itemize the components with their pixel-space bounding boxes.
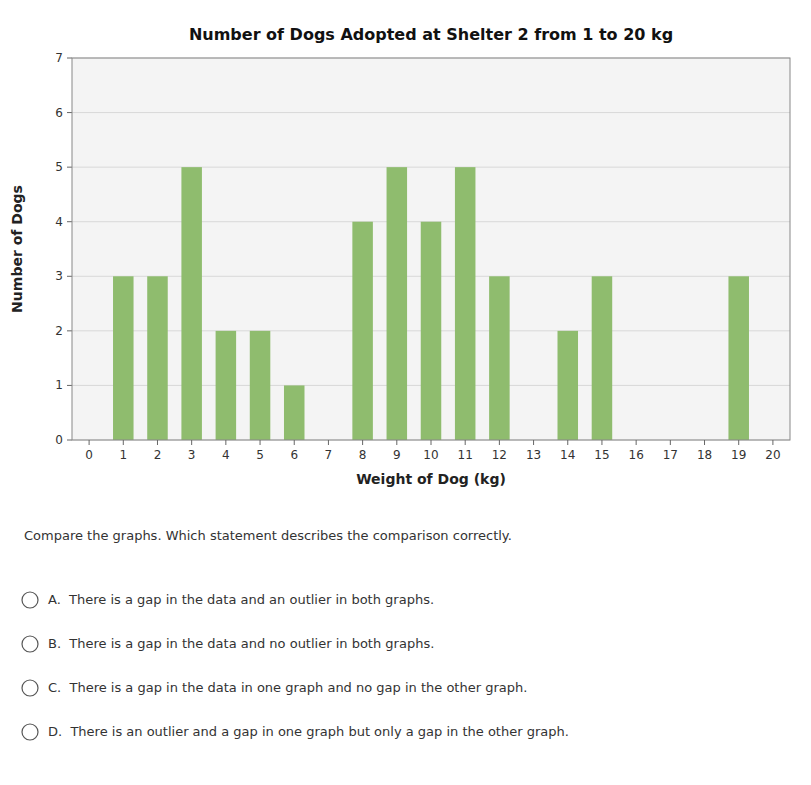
option-circle [22,680,38,696]
question-text: Compare the graphs. Which statement desc… [24,528,512,543]
tick-label: 5 [55,160,63,174]
bar [421,222,442,440]
tick-label: 9 [393,448,401,462]
bar [352,222,373,440]
tick-label: 20 [765,448,780,462]
tick-mark [328,440,329,445]
tick-label: 6 [290,448,298,462]
question: Compare the graphs. Which statement desc… [22,528,569,740]
chart: 0123456701234567891011121314151617181920… [0,0,811,785]
plot-background [72,58,790,440]
tick-mark [738,440,739,445]
tick-label: 2 [154,448,162,462]
tick-mark [362,440,363,445]
tick-mark [772,440,773,445]
tick-label: 14 [560,448,575,462]
bar [147,276,168,440]
tick-mark [67,58,72,59]
tick-mark [67,385,72,386]
tick-mark [294,440,295,445]
bar [181,167,202,440]
option-text: D. There is an outlier and a gap in one … [48,724,569,739]
tick-mark [533,440,534,445]
option-text: A. There is a gap in the data and an out… [48,592,434,607]
tick-mark [465,440,466,445]
tick-label: 17 [663,448,678,462]
tick-label: 3 [55,269,63,283]
tick-label: 0 [85,448,93,462]
plot-frame [72,58,790,440]
tick-mark [157,440,158,445]
tick-mark [67,221,72,222]
tick-mark [225,440,226,445]
tick-label: 4 [55,215,63,229]
bar [387,167,408,440]
tick-mark [67,440,72,441]
tick-mark [191,440,192,445]
bar [489,276,510,440]
tick-label: 7 [55,51,63,65]
tick-label: 15 [594,448,609,462]
tick-mark [670,440,671,445]
tick-label: 13 [526,448,541,462]
tick-mark [260,440,261,445]
bar [728,276,749,440]
title: Number of Dogs Adopted at Shelter 2 from… [189,25,673,44]
bars [113,167,749,440]
tick-label: 11 [458,448,473,462]
grid-line [72,167,790,168]
tick-label: 2 [55,324,63,338]
bar [455,167,476,440]
option-text: B. There is a gap in the data and no out… [48,636,434,651]
tick-mark [704,440,705,445]
tick-mark [396,440,397,445]
y-axis: 0 1 2 3 4 5 6 7 [55,51,72,447]
x-axis-label: Weight of Dog (kg) [356,471,506,487]
bar [113,276,134,440]
tick-mark [67,330,72,331]
y-axis-label: Number of Dogs [9,185,25,313]
tick-label: 6 [55,106,63,120]
tick-label: 18 [697,448,712,462]
bar [592,276,613,440]
tick-label: 5 [256,448,264,462]
tick-mark [89,440,90,445]
tick-mark [636,440,637,445]
option-circle [22,636,38,652]
tick-label: 0 [55,433,63,447]
tick-mark [601,440,602,445]
tick-label: 10 [423,448,438,462]
bar [250,331,271,440]
bar [284,385,305,440]
bar [558,331,579,440]
tick-label: 1 [55,378,63,392]
grid-line [72,112,790,113]
tick-label: 7 [325,448,333,462]
tick-mark [123,440,124,445]
tick-label: 1 [119,448,127,462]
tick-label: 4 [222,448,230,462]
tick-label: 16 [629,448,644,462]
tick-label: 12 [492,448,507,462]
tick-mark [499,440,500,445]
option-text: C. There is a gap in the data in one gra… [48,680,527,695]
option-circle [22,592,38,608]
tick-label: 3 [188,448,196,462]
tick-label: 8 [359,448,367,462]
option-circle [22,724,38,740]
tick-mark [431,440,432,445]
y-grid [72,58,790,440]
tick-label: 19 [731,448,746,462]
tick-mark [567,440,568,445]
tick-mark [67,167,72,168]
tick-mark [67,112,72,113]
tick-mark [67,276,72,277]
bar [216,331,237,440]
x-axis: 01234567891011121314151617181920 [85,440,780,462]
